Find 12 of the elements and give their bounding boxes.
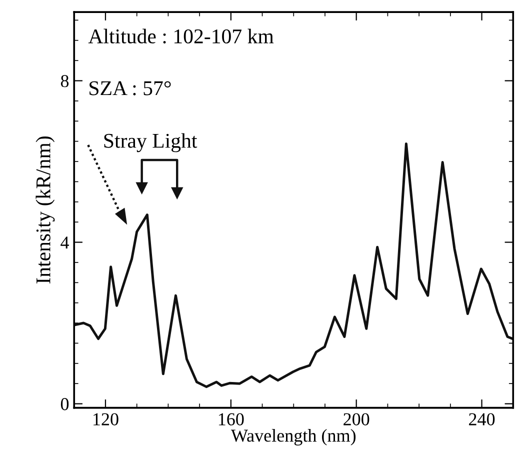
y-tick-label: 8 [60, 74, 69, 88]
x-tick-label: 200 [344, 413, 370, 426]
x-tick-label: 120 [94, 413, 118, 426]
x-tick-label: 240 [469, 413, 495, 426]
annotation: Altitude : 102-107 km [88, 28, 274, 44]
annotation: Stray Light [104, 133, 198, 152]
annotation: SZA : 57° [90, 81, 171, 96]
x-tick-label: 160 [218, 413, 244, 426]
y-tick-label: 0 [60, 398, 69, 410]
y-axis-title: Intensity (kR/nm) [36, 136, 55, 284]
y-tick-label: 4 [60, 236, 69, 249]
x-axis-title: Wavelength (nm) [230, 429, 356, 446]
